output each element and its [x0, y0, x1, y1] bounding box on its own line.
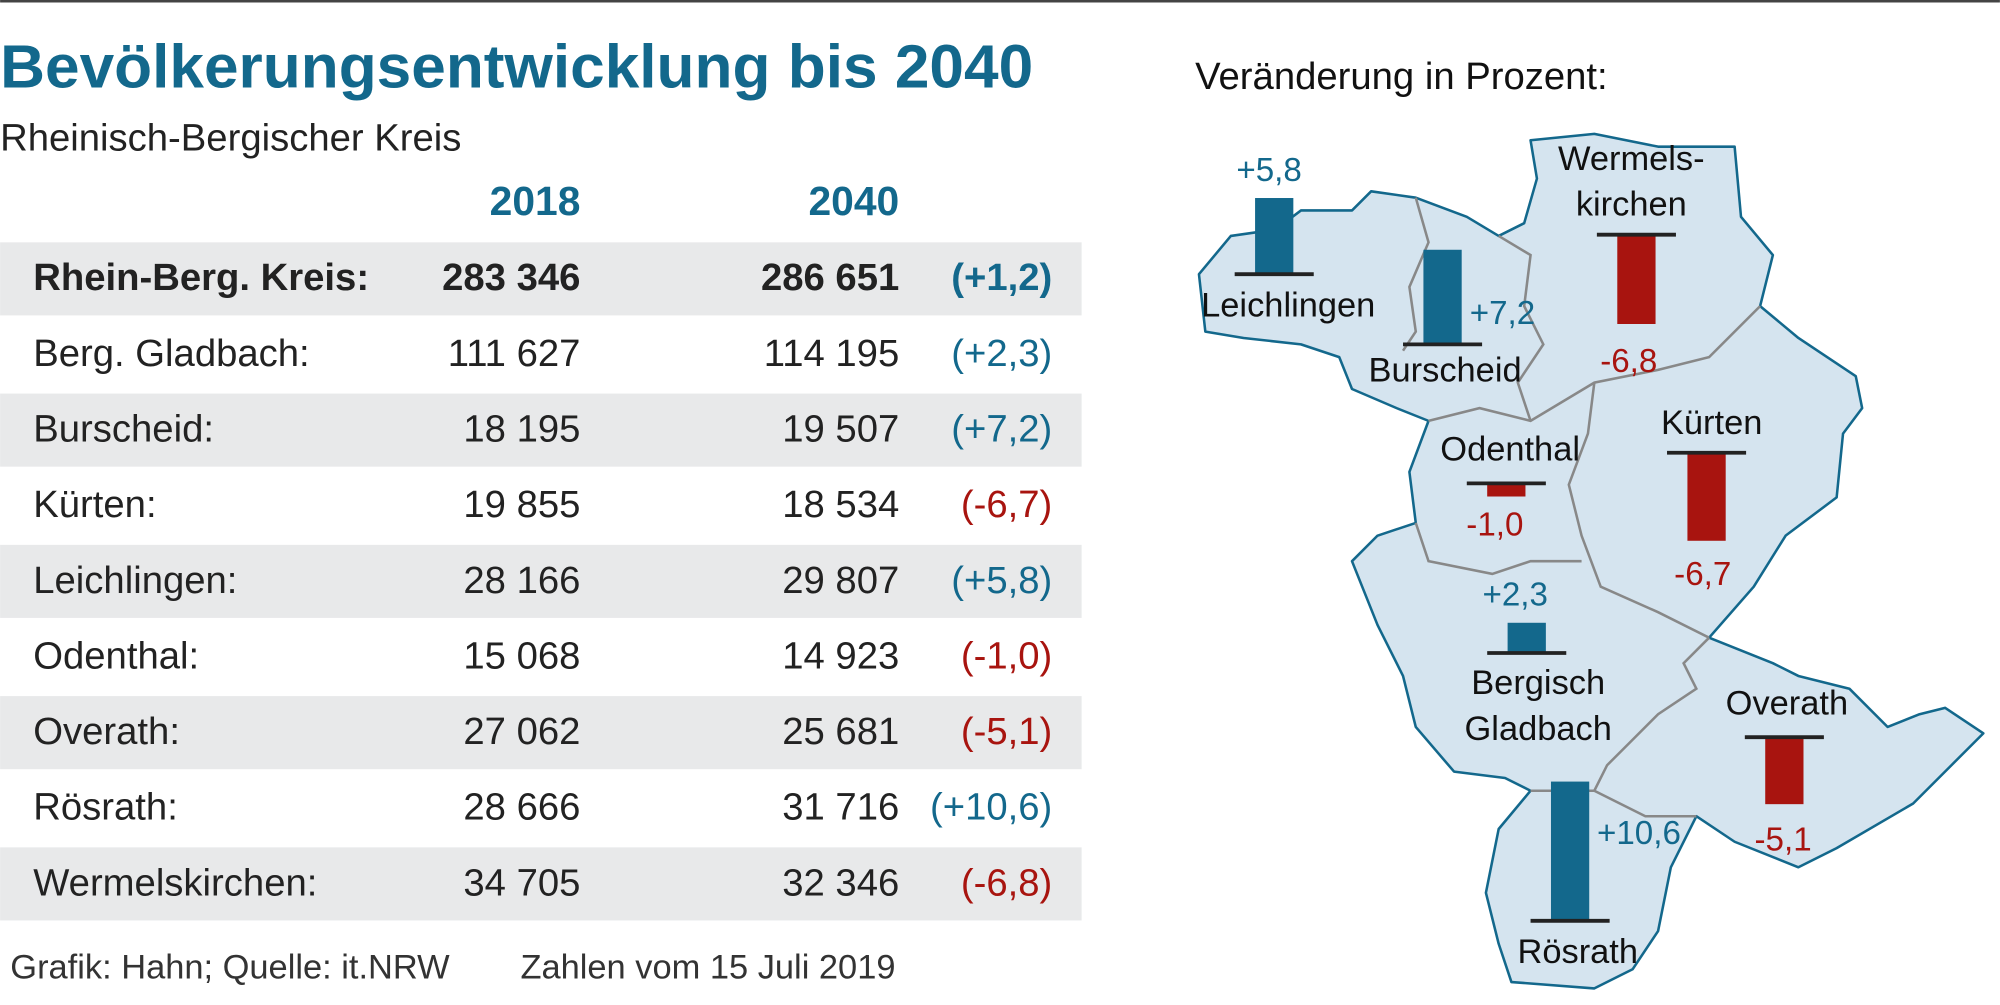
source: Grafik: Hahn; Quelle: it.NRW	[10, 948, 450, 986]
value-label: +5,8	[1236, 152, 1301, 189]
cell-change: (+1,2)	[951, 256, 1052, 299]
map-title: Veränderung in Prozent:	[1195, 55, 1608, 98]
region-name: Rösrath	[1517, 933, 1638, 971]
cell-2040: 18 534	[782, 483, 899, 526]
column-header: 2040	[808, 178, 899, 224]
map	[1197, 132, 1985, 990]
cell-2018: 19 855	[463, 483, 580, 526]
cell-2040: 32 346	[782, 861, 899, 904]
cell-change: (+5,8)	[951, 559, 1052, 602]
row-shade	[0, 393, 1082, 467]
cell-change: (+7,2)	[951, 408, 1052, 451]
region-name: Burscheid	[1369, 352, 1522, 390]
region-name: Kürten	[1661, 404, 1762, 442]
cell-2040: 14 923	[782, 634, 899, 677]
change-bar	[1617, 234, 1656, 324]
municipal-borders	[1401, 197, 1762, 818]
row-label: Wermelskirchen:	[33, 861, 317, 904]
value-label: -6,8	[1600, 343, 1657, 380]
change-bar	[1507, 622, 1546, 653]
value-label: -6,7	[1674, 556, 1731, 593]
value-label: +10,6	[1597, 815, 1681, 852]
change-bar	[1765, 737, 1804, 805]
cell-change: (-5,1)	[961, 710, 1052, 753]
row-shade	[0, 696, 1082, 770]
row-shade	[0, 242, 1082, 316]
row-label: Leichlingen:	[33, 559, 237, 602]
change-bar	[1550, 781, 1590, 921]
row-label: Rösrath:	[33, 786, 178, 829]
cell-change: (+2,3)	[951, 332, 1052, 375]
region-name: kirchen	[1576, 186, 1687, 224]
value-label: -1,0	[1466, 506, 1523, 543]
date-note: Zahlen vom 15 Juli 2019	[520, 948, 895, 986]
cell-2040: 29 807	[782, 559, 899, 602]
value-label: +7,2	[1470, 295, 1535, 332]
change-bar	[1487, 483, 1526, 497]
bar-layer: +5,8 Leichlingen +7,2 Burscheid -6,8 Wermels-…	[1201, 140, 1848, 971]
region-name: Bergisch	[1471, 664, 1605, 702]
subtitle: Rheinisch-Bergischer Kreis	[0, 116, 461, 159]
cell-2040: 25 681	[782, 710, 899, 753]
change-bar	[1687, 452, 1726, 541]
row-label: Rhein-Berg. Kreis:	[33, 256, 369, 299]
cell-change: (-6,8)	[961, 861, 1052, 904]
cell-2040: 286 651	[761, 256, 899, 299]
cell-2018: 15 068	[463, 634, 580, 677]
row-label: Overath:	[33, 710, 180, 753]
title: Bevölkerungsentwicklung bis 2040	[0, 33, 1033, 101]
cell-2018: 34 705	[463, 861, 580, 904]
region-name: Odenthal	[1440, 431, 1580, 469]
row-label: Kürten:	[33, 483, 156, 526]
value-label: -5,1	[1755, 822, 1812, 859]
region-name: Leichlingen	[1201, 286, 1375, 324]
region-name: Gladbach	[1465, 710, 1612, 748]
value-label: +2,3	[1483, 577, 1548, 614]
column-header: 2018	[490, 178, 581, 224]
cell-2018: 283 346	[442, 256, 580, 299]
table: Rhein-Berg. Kreis: 283 346 286 651 (+1,2) Be…	[0, 242, 1082, 921]
cell-2018: 18 195	[463, 408, 580, 451]
cell-change: (-6,7)	[961, 483, 1052, 526]
row-label: Berg. Gladbach:	[33, 332, 309, 375]
region-name: Overath	[1726, 684, 1848, 722]
cell-2018: 28 166	[463, 559, 580, 602]
cell-change: (-1,0)	[961, 634, 1052, 677]
cell-change: (+10,6)	[930, 786, 1052, 829]
cell-2018: 28 666	[463, 786, 580, 829]
row-shade	[0, 544, 1082, 618]
row-label: Burscheid:	[33, 408, 214, 451]
cell-2018: 27 062	[463, 710, 580, 753]
cell-2040: 19 507	[782, 408, 899, 451]
cell-2040: 31 716	[782, 786, 899, 829]
row-shade	[0, 847, 1082, 921]
region-name: Wermels-	[1558, 140, 1705, 178]
row-label: Odenthal:	[33, 634, 199, 677]
change-bar	[1255, 198, 1294, 275]
cell-2040: 114 195	[764, 332, 899, 375]
change-bar	[1423, 249, 1462, 345]
cell-2018: 111 627	[448, 332, 581, 375]
